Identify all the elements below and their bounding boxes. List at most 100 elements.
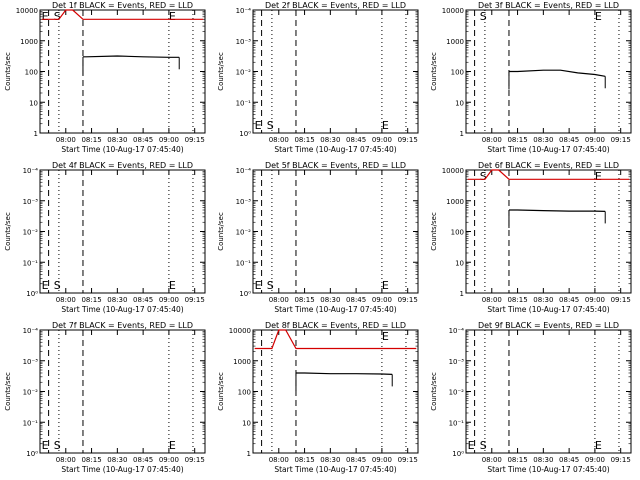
y-tick-label: 1 [34,130,38,138]
y-tick-label: 10⁻⁴ [449,327,465,335]
x-tick-label: 08:00 [56,136,76,144]
y-tick-label: 10⁻⁴ [236,7,252,15]
y-tick-label: 1000 [20,38,38,46]
events-series-line [509,69,606,77]
events-series-line [83,55,180,58]
x-tick-label: 09:15 [611,296,631,304]
panel-title: Det 3f BLACK = Events, RED = LLD [478,1,619,10]
y-axis-label: Counts/sec [4,372,12,411]
y-tick-label: 1 [460,290,464,298]
event-marker-label: E [42,279,49,292]
y-tick-label: 10⁻² [236,69,252,77]
event-marker-label: E [42,10,49,23]
x-tick-label: 08:00 [56,456,76,464]
x-tick-label: 09:15 [611,136,631,144]
x-tick-label: 09:00 [585,456,605,464]
y-axis-label: Counts/sec [4,52,12,91]
y-tick-label: 10⁻¹ [23,259,39,267]
x-axis-label: Start Time (10-Aug-17 07:45:40) [274,305,396,314]
plot-frame [39,329,206,454]
y-tick-label: 10⁻¹ [23,419,39,427]
y-tick-label: 10000 [229,327,251,335]
events-series-line [296,372,393,375]
event-marker-label: E [169,279,176,292]
y-tick-label: 10⁰ [239,290,251,298]
event-marker-label: E [255,119,262,132]
x-axis-label: Start Time (10-Aug-17 07:45:40) [61,465,183,474]
y-tick-label: 10⁻² [449,389,465,397]
lld-series-line [41,9,204,20]
event-marker-label: S [480,439,487,452]
x-tick-label: 09:00 [585,136,605,144]
y-tick-label: 1000 [446,38,464,46]
x-tick-label: 09:15 [185,296,205,304]
panel-title: Det 8f BLACK = Events, RED = LLD [265,321,406,330]
y-tick-label: 10 [455,259,464,267]
y-tick-label: 10⁻⁴ [236,167,252,175]
x-tick-label: 08:15 [294,296,314,304]
plot-frame [465,169,632,294]
lld-series-line [254,329,417,350]
x-tick-label: 08:15 [294,456,314,464]
y-tick-label: 10 [29,99,38,107]
y-tick-label: 10⁰ [26,450,38,458]
panel-title: Det 5f BLACK = Events, RED = LLD [265,161,406,170]
y-axis-label: Counts/sec [430,52,438,91]
x-tick-label: 08:30 [533,136,553,144]
lld-series-line [467,169,630,180]
x-tick-label: 08:45 [133,296,153,304]
plot-frame [465,9,632,134]
y-tick-label: 10⁻⁴ [23,327,39,335]
x-tick-label: 08:30 [320,296,340,304]
plot-frame [252,169,419,294]
x-tick-label: 09:15 [611,456,631,464]
event-marker-label: E [595,10,602,23]
y-axis-label: Counts/sec [430,212,438,251]
event-marker-label: S [54,10,61,23]
x-axis-label: Start Time (10-Aug-17 07:45:40) [61,305,183,314]
event-marker-label: E [42,439,49,452]
x-tick-label: 08:45 [559,456,579,464]
x-tick-label: 08:00 [482,296,502,304]
x-tick-label: 08:45 [559,136,579,144]
x-tick-label: 08:30 [107,296,127,304]
y-tick-label: 100 [451,69,464,77]
event-marker-label: E [255,279,262,292]
y-tick-label: 10⁻² [23,389,39,397]
plot-frame [39,9,206,134]
y-tick-label: 10⁻¹ [449,419,465,427]
y-tick-label: 100 [238,389,251,397]
y-tick-label: 1 [247,450,251,458]
x-tick-label: 09:00 [159,296,179,304]
x-tick-label: 08:15 [507,296,527,304]
panel-title: Det 4f BLACK = Events, RED = LLD [52,161,193,170]
x-tick-label: 09:00 [585,296,605,304]
panel-title: Det 6f BLACK = Events, RED = LLD [478,161,619,170]
y-tick-label: 100 [451,229,464,237]
event-marker-label: S [54,279,61,292]
x-tick-label: 08:30 [320,456,340,464]
y-tick-label: 10⁻¹ [236,259,252,267]
event-marker-label: E [169,10,176,23]
y-tick-label: 10000 [442,7,464,15]
y-tick-label: 10⁻³ [449,358,465,366]
y-tick-label: 1000 [233,358,251,366]
plot-frame [252,9,419,134]
y-tick-label: 10 [455,99,464,107]
y-tick-label: 10⁰ [452,450,464,458]
x-axis-label: Start Time (10-Aug-17 07:45:40) [274,145,396,154]
x-axis-label: Start Time (10-Aug-17 07:45:40) [487,305,609,314]
x-tick-label: 09:00 [159,136,179,144]
y-axis-label: Counts/sec [217,372,225,411]
plot-frame [39,169,206,294]
x-tick-label: 08:45 [133,136,153,144]
event-marker-label: E [382,119,389,132]
y-tick-label: 10⁻² [23,229,39,237]
x-tick-label: 09:00 [159,456,179,464]
plot-frame [465,329,632,454]
event-marker-label: E [382,279,389,292]
event-marker-label: E [169,439,176,452]
x-tick-label: 08:30 [107,136,127,144]
x-tick-label: 08:15 [294,136,314,144]
x-tick-label: 08:30 [320,136,340,144]
